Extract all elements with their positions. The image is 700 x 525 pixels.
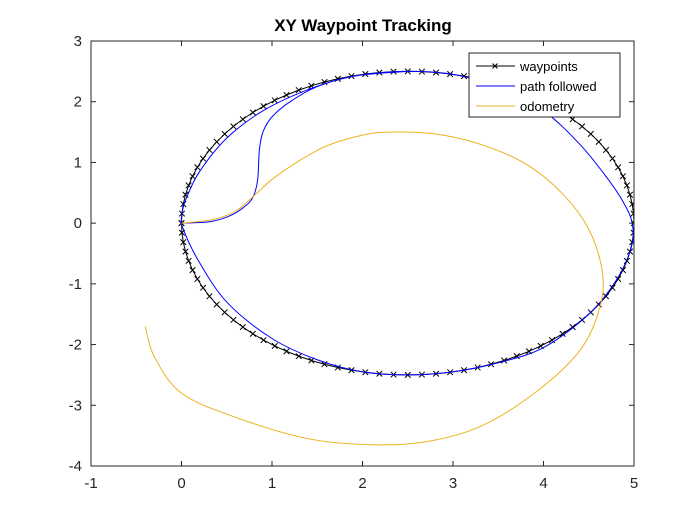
waypoint-marker [595,138,602,145]
waypoint-marker [194,164,201,171]
y-tick-label: 2 [74,94,82,111]
waypoint-marker [614,164,622,171]
legend-entry-waypoints: waypoints [476,59,578,74]
y-tick-label: -1 [69,276,82,293]
waypoint-marker [295,86,302,94]
waypoint-marker [206,146,213,154]
waypoint-marker [283,91,290,99]
legend-marker-x-icon [492,63,498,69]
waypoint-marker [213,301,220,308]
y-tick-label: -2 [69,337,82,354]
waypoint-marker [221,309,228,316]
waypoint-marker [182,248,189,255]
waypoint-marker [189,266,196,274]
y-tick-label: -3 [69,397,82,414]
waypoint-marker [623,182,631,189]
waypoint-marker [619,173,627,180]
waypoint-marker [185,257,192,265]
waypoint-marker [206,293,213,300]
x-tick-label: 2 [358,475,366,492]
x-tick-label: 3 [449,475,457,492]
series-line-odometry [144,131,604,446]
y-tick-label: 0 [74,215,82,232]
y-tick-label: 3 [74,33,82,50]
waypoint-marker [609,284,616,291]
waypoint-marker [629,200,634,208]
waypoint-marker [271,342,278,350]
waypoint-marker [626,191,634,198]
waypoint-marker [559,330,566,337]
waypoint-marker [239,116,246,123]
ticks-layer: -1 0 1 2 3 4 5 -4 -3 -2 -1 0 1 2 3 [69,33,639,492]
x-tick-label: -1 [84,475,97,492]
legend: waypoints path followed odometry [468,52,621,118]
series-line-path-followed [180,70,634,376]
waypoint-marker [271,97,278,104]
legend-label-path-followed: path followed [520,79,597,94]
waypoint-marker [199,284,207,291]
legend-label-waypoints: waypoints [519,59,578,74]
waypoint-marker [180,239,187,246]
waypoint-marker [602,146,610,154]
series-line-waypoints [181,70,634,376]
x-tick-label: 4 [539,475,547,492]
waypoint-marker [213,138,220,145]
waypoint-marker [283,348,290,355]
waypoint-marker [295,353,302,360]
waypoint-marker [260,103,267,110]
legend-entry-path-followed: path followed [476,79,597,94]
waypoint-marker [249,330,257,337]
x-tick-label: 0 [177,475,185,492]
waypoint-marker [199,155,207,162]
legend-label-odometry: odometry [520,99,575,114]
chart-title: XY Waypoint Tracking [274,16,452,35]
waypoint-marker [260,336,267,344]
legend-entry-odometry: odometry [476,99,575,114]
waypoint-marker [578,123,586,130]
waypoint-marker [230,123,237,130]
waypoint-marker [189,173,196,180]
waypoint-marker [194,275,201,283]
x-tick-label: 1 [268,475,276,492]
series-layer [144,68,634,446]
waypoint-marker [249,109,257,116]
waypoint-marker [239,323,246,331]
waypoint-marker [587,130,594,138]
waypoint-marker [609,155,616,162]
y-tick-label: -4 [69,458,82,475]
waypoint-marker [230,316,237,324]
waypoint-marker [221,130,228,138]
y-tick-label: 1 [74,154,82,171]
waypoint-marker [500,357,508,364]
x-tick-label: 5 [630,475,638,492]
